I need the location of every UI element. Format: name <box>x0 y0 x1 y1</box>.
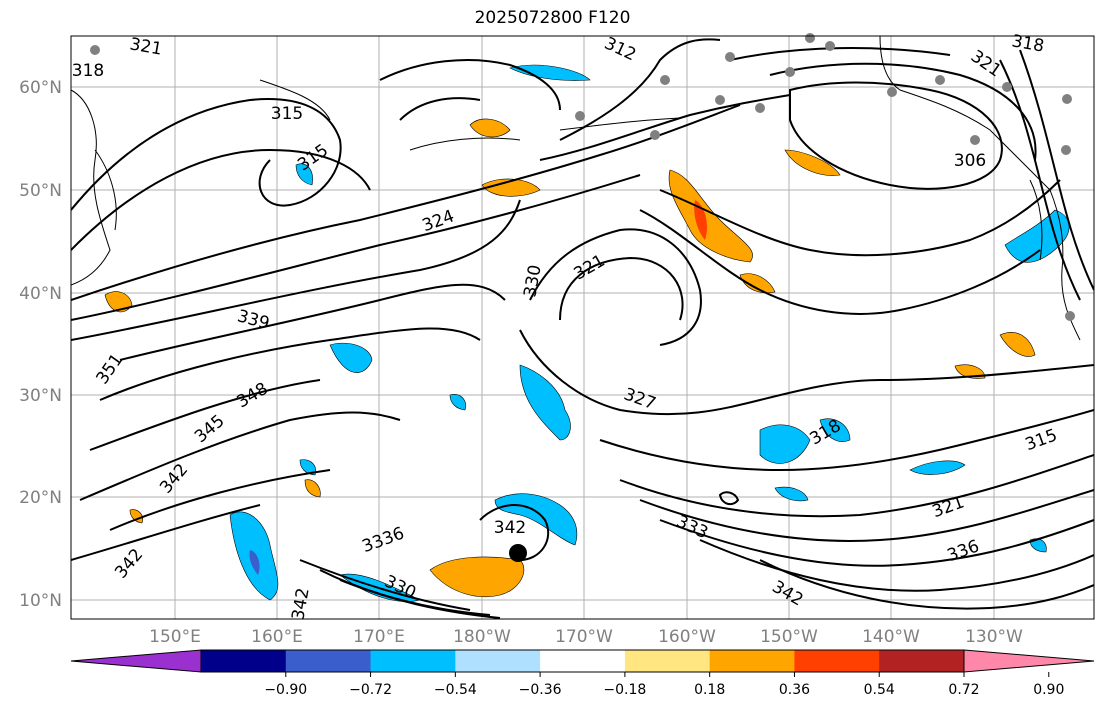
station-markers <box>90 33 1075 321</box>
colorbar-tick-label: −0.90 <box>264 682 307 698</box>
coastlines <box>71 36 1081 341</box>
colorbar-tick-label: 0.54 <box>864 682 895 698</box>
contour-label: 318 <box>72 61 104 81</box>
longitude-label: 180°W <box>453 627 511 647</box>
colorbar-swatch <box>285 650 372 672</box>
map-title: 2025072800 F120 <box>474 8 631 28</box>
longitude-label: 140°W <box>862 627 920 647</box>
shaded-fields <box>104 64 1070 602</box>
colorbar-extend-low <box>70 649 202 673</box>
colorbar-tick-label: −0.54 <box>434 682 477 698</box>
longitude-label: 160°W <box>658 627 716 647</box>
storm-center-marker <box>509 544 527 562</box>
longitude-label: 170°W <box>555 627 613 647</box>
colorbar-extend-high <box>963 649 1095 673</box>
latitude-label: 30°N <box>19 386 62 406</box>
longitude-label: 130°W <box>965 627 1023 647</box>
longitude-label: 160°E <box>251 627 303 647</box>
longitude-label: 150°E <box>149 627 201 647</box>
colorbar-tick-label: −0.72 <box>349 682 392 698</box>
colorbar-tick-label: −0.36 <box>519 682 562 698</box>
colorbar-tick-labels: −0.90 −0.72 −0.54 −0.36 −0.18 0.18 0.36 0.54 0.7… <box>264 672 1064 698</box>
latitude-label: 10°N <box>19 591 62 611</box>
latitude-label: 40°N <box>19 284 62 304</box>
latitude-label: 60°N <box>19 78 62 98</box>
colorbar-tick-label: 0.90 <box>1033 682 1064 698</box>
longitude-labels: 150°E 160°E 170°E 180°W 170°W 160°W 150°W 140°W… <box>149 627 1023 647</box>
colorbar-swatch <box>201 650 287 672</box>
contours <box>71 38 1094 619</box>
colorbar-tick-label: 0.36 <box>779 682 810 698</box>
colorbar <box>70 649 1095 673</box>
latitude-labels: 60°N 50°N 40°N 30°N 20°N 10°N <box>19 78 62 611</box>
map-frame <box>70 35 1095 620</box>
contour-label: 306 <box>954 151 986 171</box>
contour-label: 342 <box>494 518 526 538</box>
longitude-label: 170°E <box>353 627 405 647</box>
colorbar-swatch <box>709 650 795 672</box>
colorbar-swatch <box>624 650 711 672</box>
colorbar-swatch <box>370 650 456 672</box>
longitude-label: 150°W <box>760 627 818 647</box>
colorbar-swatch <box>879 650 965 672</box>
colorbar-swatch <box>455 650 541 672</box>
colorbar-tick-label: 0.72 <box>948 682 979 698</box>
colorbar-swatch <box>794 650 880 672</box>
colorbar-tick-label: 0.18 <box>694 682 725 698</box>
latitude-label: 20°N <box>19 488 62 508</box>
colorbar-swatch <box>540 650 626 672</box>
colorbar-tick-label: −0.18 <box>603 682 646 698</box>
latitude-label: 50°N <box>19 181 62 201</box>
contour-label: 315 <box>271 104 303 124</box>
